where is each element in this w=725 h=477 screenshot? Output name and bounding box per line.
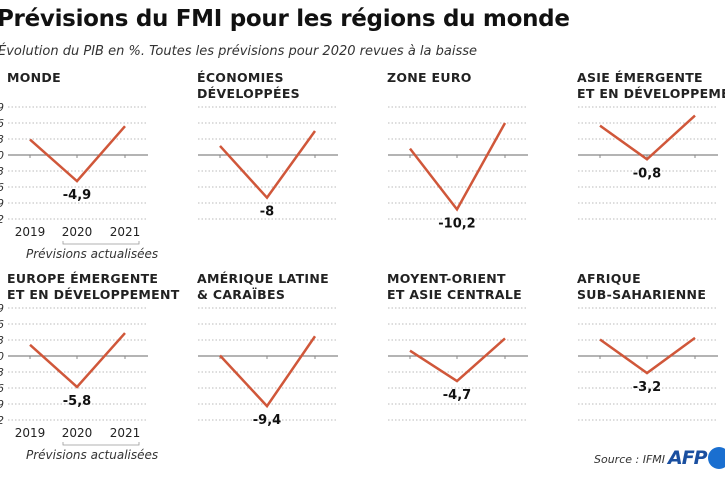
x-tick-label: 2021: [110, 426, 141, 440]
chart-subtitle: Évolution du PIB en %. Toutes les prévis…: [0, 44, 478, 59]
y-tick-label: -3: [0, 366, 4, 379]
y-tick-label: 3: [0, 133, 4, 146]
y-tick-label: 0: [0, 149, 4, 162]
afp-logo-dot: [708, 447, 725, 469]
forecast-bracket: [62, 442, 140, 446]
y-tick-label: 6: [0, 117, 4, 130]
panel-title: SUB-SAHARIENNE: [577, 287, 706, 302]
panel-title: ET ASIE CENTRALE: [387, 287, 522, 302]
series-line: [29, 125, 126, 183]
panel-title: ÉCONOMIES: [197, 70, 284, 85]
panel-title: DÉVELOPPÉES: [197, 86, 300, 101]
series-line: [219, 335, 317, 409]
y-tick-label: 9: [0, 101, 4, 114]
forecast-note: Prévisions actualisées: [26, 247, 158, 261]
x-tick-label: 2021: [110, 225, 141, 239]
panel-title: ZONE EURO: [387, 70, 472, 85]
y-tick-label: -9: [0, 197, 4, 210]
panel-title: & CARAÏBES: [197, 287, 285, 302]
series-line: [409, 122, 507, 212]
value-label: -3,2: [633, 380, 661, 395]
y-tick-label: -6: [0, 181, 4, 194]
value-label: -4,7: [443, 388, 471, 403]
panel-title: EUROPE ÉMERGENTE: [7, 271, 158, 286]
series-line: [29, 332, 126, 389]
y-tick-label: -3: [0, 165, 4, 178]
y-tick-label: 3: [0, 334, 4, 347]
series-line: [599, 114, 696, 161]
y-tick-label: -12: [0, 213, 4, 226]
panel-title: ET EN DÉVELOPPEMENT: [7, 287, 180, 302]
afp-logo: AFP: [668, 447, 708, 469]
series-line: [219, 130, 317, 200]
panel-title: AFRIQUE: [577, 271, 641, 286]
panel-title: MONDE: [7, 70, 61, 85]
source-note: Source : IFMI: [594, 453, 666, 466]
value-label: -9,4: [253, 413, 281, 428]
forecast-note: Prévisions actualisées: [26, 448, 158, 462]
panel-title: MOYENT-ORIENT: [387, 271, 506, 286]
x-tick-label: 2020: [62, 225, 93, 239]
x-tick-label: 2019: [15, 426, 46, 440]
y-tick-label: 9: [0, 302, 4, 315]
y-tick-label: 6: [0, 318, 4, 331]
value-label: -10,2: [438, 216, 475, 231]
x-tick-label: 2020: [62, 426, 93, 440]
forecast-bracket: [62, 241, 140, 245]
panel-title: ASIE ÉMERGENTE: [577, 70, 703, 85]
y-tick-label: -6: [0, 382, 4, 395]
chart-title: Prévisions du FMI pour les régions du mo…: [0, 6, 570, 32]
series-line: [409, 337, 506, 383]
panel-title: ET EN DÉVELOPPEMENT: [577, 86, 725, 101]
value-label: -5,8: [63, 394, 91, 409]
value-label: -4,9: [63, 188, 91, 203]
y-tick-label: -9: [0, 398, 4, 411]
y-tick-label: 0: [0, 350, 4, 363]
value-label: -0,8: [633, 166, 661, 181]
y-tick-label: -12: [0, 414, 4, 427]
panel-title: AMÉRIQUE LATINE: [197, 271, 329, 286]
value-label: -8: [260, 205, 274, 220]
x-tick-label: 2019: [15, 225, 46, 239]
